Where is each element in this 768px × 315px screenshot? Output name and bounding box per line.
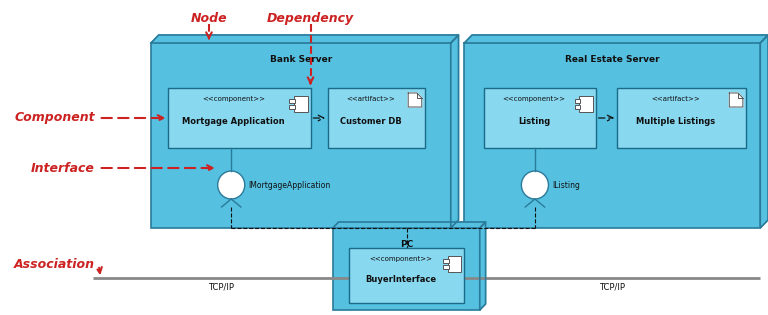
Bar — [574, 99, 581, 103]
Polygon shape — [151, 35, 458, 43]
Polygon shape — [409, 93, 422, 107]
Text: PC: PC — [399, 240, 413, 249]
Bar — [465, 43, 760, 228]
Bar — [443, 265, 449, 269]
Bar — [349, 248, 465, 303]
Bar — [290, 105, 295, 109]
Text: Mortgage Application: Mortgage Application — [182, 117, 285, 127]
Text: Dependency: Dependency — [267, 12, 354, 25]
Circle shape — [521, 171, 548, 199]
Polygon shape — [465, 35, 768, 43]
Text: <<component>>: <<component>> — [202, 96, 265, 102]
Polygon shape — [451, 35, 458, 228]
Text: Component: Component — [15, 112, 94, 124]
Bar — [328, 88, 425, 148]
Text: IListing: IListing — [552, 180, 580, 190]
Bar — [579, 96, 593, 112]
Text: <<artifact>>: <<artifact>> — [346, 96, 395, 102]
Polygon shape — [480, 222, 485, 310]
Bar — [484, 88, 596, 148]
Text: Node: Node — [190, 12, 227, 25]
Text: TCP/IP: TCP/IP — [599, 283, 625, 292]
Text: Real Estate Server: Real Estate Server — [565, 55, 660, 64]
Bar — [294, 96, 308, 112]
Text: <<artifact>>: <<artifact>> — [651, 96, 700, 102]
Bar — [290, 99, 295, 103]
Bar — [443, 259, 449, 263]
Text: Multiple Listings: Multiple Listings — [636, 117, 715, 127]
Text: Interface: Interface — [31, 162, 94, 175]
Text: Association: Association — [14, 259, 94, 272]
Circle shape — [217, 171, 245, 199]
Text: BuyerInterface: BuyerInterface — [366, 275, 436, 284]
Text: IMortgageApplication: IMortgageApplication — [249, 180, 331, 190]
Bar — [168, 88, 310, 148]
Bar — [151, 43, 451, 228]
Bar — [448, 256, 462, 272]
Text: TCP/IP: TCP/IP — [208, 283, 234, 292]
Text: Bank Server: Bank Server — [270, 55, 332, 64]
Bar — [574, 105, 581, 109]
Text: Listing: Listing — [518, 117, 550, 127]
Text: Customer DB: Customer DB — [339, 117, 402, 127]
Polygon shape — [730, 93, 743, 107]
Bar — [617, 88, 746, 148]
Text: <<component>>: <<component>> — [502, 96, 565, 102]
Text: <<component>>: <<component>> — [369, 256, 432, 262]
Polygon shape — [760, 35, 768, 228]
Polygon shape — [333, 222, 485, 228]
Bar — [333, 228, 480, 310]
